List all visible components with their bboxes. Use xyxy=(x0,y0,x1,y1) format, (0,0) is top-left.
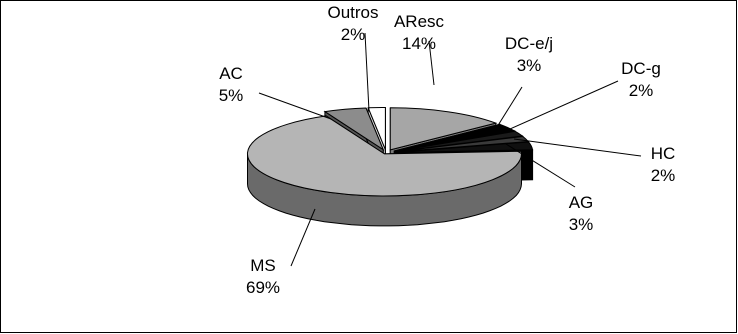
leader-line-hc xyxy=(513,138,642,157)
slice-label-aresc: AResc xyxy=(394,12,445,31)
leader-line-dc-g xyxy=(500,80,619,134)
slice-label-dc-g: DC-g xyxy=(621,59,661,78)
slice-percent-ac: 5% xyxy=(219,86,244,105)
slice-label-ag: AG xyxy=(569,193,594,212)
leader-line-ms xyxy=(290,208,316,267)
slice-label-dc-e-j: DC-e/j xyxy=(505,34,553,53)
slice-percent-ag: 3% xyxy=(569,215,594,234)
slice-label-hc: HC xyxy=(651,144,676,163)
slice-percent-aresc: 14% xyxy=(402,34,436,53)
leader-line-aresc xyxy=(428,40,435,86)
pie-slice-ac xyxy=(323,107,385,151)
leader-line-ag xyxy=(505,143,576,188)
pie-slice-ag xyxy=(395,141,534,153)
leader-line-ac xyxy=(258,92,332,120)
slice-percent-hc: 2% xyxy=(651,166,676,185)
pie-slice-dc-e-j xyxy=(394,123,516,152)
slice-percent-dc-g: 2% xyxy=(629,81,654,100)
pie-slice-dc-g xyxy=(394,130,524,153)
slice-percent-dc-e-j: 3% xyxy=(517,56,542,75)
slice-percent-outros: 2% xyxy=(341,25,366,44)
pie-slice-outros xyxy=(367,106,386,150)
pie-slice-hc xyxy=(395,135,530,153)
leader-line-dc-e-j xyxy=(496,86,523,128)
pie-slice-aresc xyxy=(389,107,498,151)
slice-label-ms: MS xyxy=(250,256,276,275)
slice-label-outros: Outros xyxy=(327,3,378,22)
pie-slice-ms xyxy=(246,115,522,197)
slice-percent-ms: 69% xyxy=(246,278,280,297)
leader-line-outros xyxy=(364,32,370,112)
slice-label-ac: AC xyxy=(219,64,243,83)
